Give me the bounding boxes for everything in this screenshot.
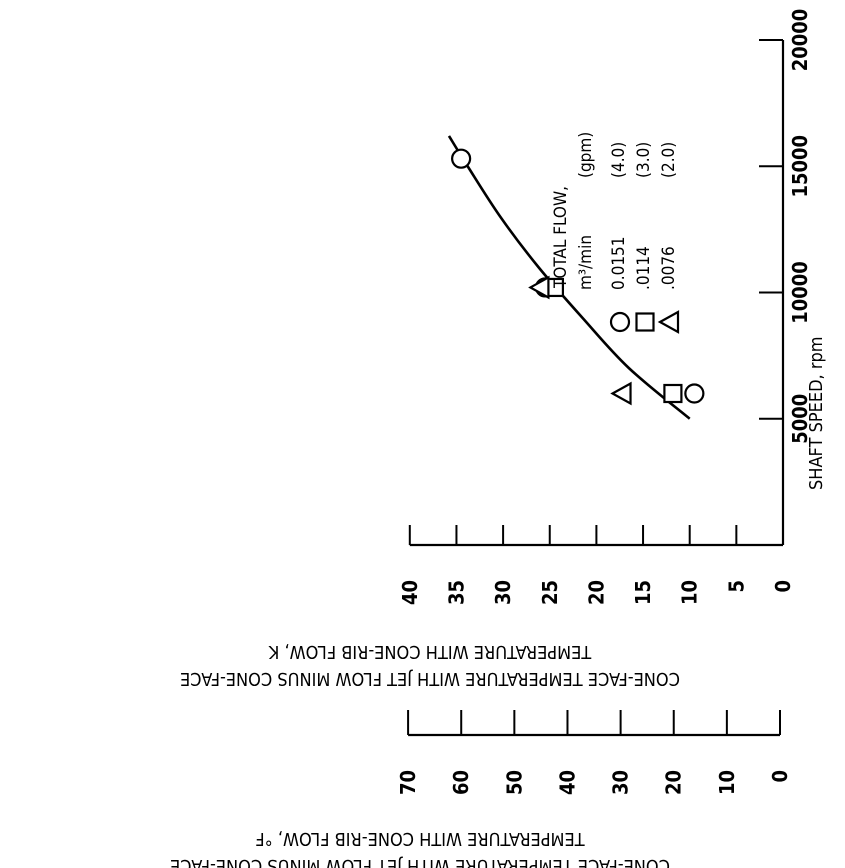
data-point-triangle (610, 381, 632, 406)
f-tick-label: 40 (555, 770, 579, 795)
f-tick-label: 0 (768, 770, 792, 783)
f-tick-label: 20 (662, 770, 686, 795)
speed-tick-label: 5000 (788, 394, 812, 444)
k-axis: 0 5 10 15 20 25 30 35 40 (398, 525, 795, 605)
k-tick-label: 10 (678, 580, 702, 605)
legend-marker-triangle (657, 310, 680, 334)
legend-flow-gpm: (2.0) (659, 142, 679, 178)
legend-col2-header: (gpm) (576, 132, 596, 178)
k-tick-label: 15 (631, 580, 655, 605)
legend-title: TOTAL FLOW, (551, 186, 571, 289)
legend-col1-header: m³/min (576, 235, 596, 290)
data-point-triangle (528, 275, 550, 300)
speed-tick-label: 15000 (788, 135, 812, 198)
k-tick-label: 20 (584, 580, 608, 605)
k-axis-label-line2: TEMPERATURE WITH CONE-RIB FLOW, K (268, 641, 592, 662)
f-axis: 0 10 20 30 40 50 60 70 (396, 710, 792, 795)
k-tick-label: 5 (724, 580, 748, 593)
legend-marker-square (635, 312, 655, 332)
f-tick-label: 10 (715, 770, 739, 795)
k-axis-label-line1: CONE-FACE TEMPERATURE WITH JET FLOW MINU… (180, 668, 680, 689)
data-point-square (663, 383, 683, 404)
legend-flow-gpm: (3.0) (634, 142, 654, 178)
x-axis-label: SHAFT SPEED, rpm (806, 336, 827, 490)
speed-tick-label: 20000 (788, 9, 812, 72)
data-points-layer (451, 148, 705, 406)
axis-labels: SHAFT SPEED, rpm CONE-FACE TEMPERATURE W… (170, 336, 827, 868)
k-tick-label: 0 (771, 580, 795, 593)
speed-tick-label: 10000 (788, 261, 812, 324)
shaft-speed-axis: 5000 10000 15000 20000 (759, 9, 812, 546)
k-tick-label: 35 (444, 580, 468, 605)
f-tick-label: 60 (449, 770, 473, 795)
f-tick-label: 30 (609, 770, 633, 795)
k-tick-label: 25 (538, 580, 562, 605)
k-tick-label: 40 (398, 580, 422, 605)
legend: TOTAL FLOW, m³/min (gpm) 0.0151 (4.0) .0114 (3… (551, 132, 680, 334)
legend-flow-m3: .0076 (659, 246, 679, 290)
f-axis-label-line2: TEMPERATURE WITH CONE-RIB FLOW, °F (255, 828, 585, 849)
legend-marker-circle (609, 311, 631, 333)
f-tick-label: 50 (502, 770, 526, 795)
data-point-circle (684, 383, 705, 404)
legend-flow-m3: .0114 (634, 246, 654, 290)
f-axis-label-line1: CONE-FACE TEMPERATURE WITH JET FLOW MINU… (170, 855, 670, 868)
legend-flow-m3: 0.0151 (609, 237, 629, 291)
legend-flow-gpm: (4.0) (609, 142, 629, 178)
f-tick-label: 70 (396, 770, 420, 795)
data-point-circle (451, 148, 472, 169)
k-tick-label: 30 (491, 580, 515, 605)
